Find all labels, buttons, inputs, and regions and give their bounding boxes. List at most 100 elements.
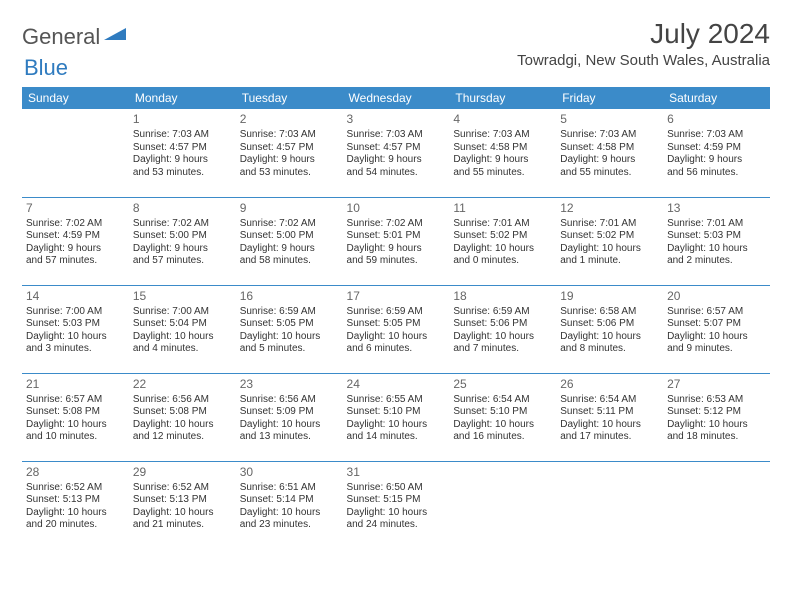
daylight-text: Daylight: 10 hours <box>240 419 339 432</box>
day-number: 11 <box>453 201 552 216</box>
sunrise-text: Sunrise: 6:59 AM <box>240 306 339 319</box>
sunrise-text: Sunrise: 7:03 AM <box>453 129 552 142</box>
calendar-day-cell: 12Sunrise: 7:01 AMSunset: 5:02 PMDayligh… <box>556 197 663 285</box>
weekday-header: Wednesday <box>343 87 450 109</box>
sunset-text: Sunset: 5:09 PM <box>240 406 339 419</box>
sunset-text: Sunset: 5:07 PM <box>667 318 766 331</box>
sunset-text: Sunset: 4:57 PM <box>133 142 232 155</box>
sunrise-text: Sunrise: 7:02 AM <box>26 218 125 231</box>
sunset-text: Sunset: 5:11 PM <box>560 406 659 419</box>
day-number: 24 <box>347 377 446 392</box>
calendar-table: SundayMondayTuesdayWednesdayThursdayFrid… <box>22 87 770 549</box>
day-number: 15 <box>133 289 232 304</box>
sunset-text: Sunset: 5:05 PM <box>347 318 446 331</box>
calendar-day-cell: 10Sunrise: 7:02 AMSunset: 5:01 PMDayligh… <box>343 197 450 285</box>
calendar-day-cell: 28Sunrise: 6:52 AMSunset: 5:13 PMDayligh… <box>22 461 129 549</box>
daylight-text: Daylight: 9 hours <box>26 243 125 256</box>
calendar-week-row: 21Sunrise: 6:57 AMSunset: 5:08 PMDayligh… <box>22 373 770 461</box>
daylight-text: and 4 minutes. <box>133 343 232 356</box>
calendar-day-cell: 21Sunrise: 6:57 AMSunset: 5:08 PMDayligh… <box>22 373 129 461</box>
daylight-text: Daylight: 10 hours <box>347 331 446 344</box>
sunrise-text: Sunrise: 7:02 AM <box>133 218 232 231</box>
calendar-day-cell: 18Sunrise: 6:59 AMSunset: 5:06 PMDayligh… <box>449 285 556 373</box>
sunset-text: Sunset: 5:02 PM <box>560 230 659 243</box>
daylight-text: Daylight: 10 hours <box>133 419 232 432</box>
calendar-day-cell: 25Sunrise: 6:54 AMSunset: 5:10 PMDayligh… <box>449 373 556 461</box>
daylight-text: Daylight: 10 hours <box>667 331 766 344</box>
daylight-text: Daylight: 10 hours <box>240 331 339 344</box>
day-number: 2 <box>240 112 339 127</box>
sunrise-text: Sunrise: 7:03 AM <box>133 129 232 142</box>
sunrise-text: Sunrise: 6:56 AM <box>240 394 339 407</box>
daylight-text: and 16 minutes. <box>453 431 552 444</box>
page-title: July 2024 <box>517 18 770 50</box>
calendar-day-cell: 11Sunrise: 7:01 AMSunset: 5:02 PMDayligh… <box>449 197 556 285</box>
daylight-text: and 57 minutes. <box>26 255 125 268</box>
day-number: 14 <box>26 289 125 304</box>
sunset-text: Sunset: 5:00 PM <box>133 230 232 243</box>
calendar-day-cell: 7 Sunrise: 7:02 AMSunset: 4:59 PMDaylight… <box>22 197 129 285</box>
sunrise-text: Sunrise: 7:00 AM <box>26 306 125 319</box>
daylight-text: Daylight: 9 hours <box>453 154 552 167</box>
calendar-day-cell: 27Sunrise: 6:53 AMSunset: 5:12 PMDayligh… <box>663 373 770 461</box>
sunrise-text: Sunrise: 7:03 AM <box>240 129 339 142</box>
daylight-text: Daylight: 9 hours <box>347 154 446 167</box>
sunset-text: Sunset: 5:13 PM <box>26 494 125 507</box>
sunset-text: Sunset: 4:59 PM <box>26 230 125 243</box>
daylight-text: Daylight: 10 hours <box>560 243 659 256</box>
daylight-text: and 58 minutes. <box>240 255 339 268</box>
calendar-day-cell <box>556 461 663 549</box>
daylight-text: Daylight: 9 hours <box>240 243 339 256</box>
calendar-day-cell: 13Sunrise: 7:01 AMSunset: 5:03 PMDayligh… <box>663 197 770 285</box>
day-number: 10 <box>347 201 446 216</box>
sunrise-text: Sunrise: 7:02 AM <box>347 218 446 231</box>
day-number: 25 <box>453 377 552 392</box>
sunrise-text: Sunrise: 6:55 AM <box>347 394 446 407</box>
day-number: 18 <box>453 289 552 304</box>
day-number: 23 <box>240 377 339 392</box>
daylight-text: and 1 minute. <box>560 255 659 268</box>
sunrise-text: Sunrise: 7:03 AM <box>560 129 659 142</box>
sunset-text: Sunset: 5:03 PM <box>26 318 125 331</box>
sunset-text: Sunset: 5:10 PM <box>347 406 446 419</box>
sunrise-text: Sunrise: 6:56 AM <box>133 394 232 407</box>
calendar-day-cell: 3Sunrise: 7:03 AMSunset: 4:57 PMDaylight… <box>343 109 450 197</box>
day-number: 7 <box>26 201 125 216</box>
sunset-text: Sunset: 5:05 PM <box>240 318 339 331</box>
daylight-text: Daylight: 9 hours <box>133 154 232 167</box>
sunset-text: Sunset: 5:06 PM <box>560 318 659 331</box>
calendar-day-cell: 1Sunrise: 7:03 AMSunset: 4:57 PMDaylight… <box>129 109 236 197</box>
sunset-text: Sunset: 5:03 PM <box>667 230 766 243</box>
sunrise-text: Sunrise: 6:52 AM <box>133 482 232 495</box>
daylight-text: Daylight: 10 hours <box>26 419 125 432</box>
daylight-text: and 14 minutes. <box>347 431 446 444</box>
calendar-day-cell: 19Sunrise: 6:58 AMSunset: 5:06 PMDayligh… <box>556 285 663 373</box>
calendar-day-cell: 15Sunrise: 7:00 AMSunset: 5:04 PMDayligh… <box>129 285 236 373</box>
sunset-text: Sunset: 4:57 PM <box>347 142 446 155</box>
daylight-text: Daylight: 10 hours <box>560 331 659 344</box>
daylight-text: and 18 minutes. <box>667 431 766 444</box>
sunset-text: Sunset: 5:15 PM <box>347 494 446 507</box>
daylight-text: Daylight: 10 hours <box>667 419 766 432</box>
sunset-text: Sunset: 5:01 PM <box>347 230 446 243</box>
calendar-week-row: 28Sunrise: 6:52 AMSunset: 5:13 PMDayligh… <box>22 461 770 549</box>
sunrise-text: Sunrise: 6:57 AM <box>667 306 766 319</box>
daylight-text: Daylight: 10 hours <box>133 331 232 344</box>
sunrise-text: Sunrise: 6:54 AM <box>560 394 659 407</box>
daylight-text: Daylight: 10 hours <box>133 507 232 520</box>
daylight-text: Daylight: 10 hours <box>240 507 339 520</box>
sunrise-text: Sunrise: 6:51 AM <box>240 482 339 495</box>
sunset-text: Sunset: 5:02 PM <box>453 230 552 243</box>
daylight-text: and 0 minutes. <box>453 255 552 268</box>
sunrise-text: Sunrise: 7:01 AM <box>453 218 552 231</box>
daylight-text: and 20 minutes. <box>26 519 125 532</box>
daylight-text: Daylight: 9 hours <box>667 154 766 167</box>
calendar-day-cell: 9Sunrise: 7:02 AMSunset: 5:00 PMDaylight… <box>236 197 343 285</box>
sunrise-text: Sunrise: 7:01 AM <box>667 218 766 231</box>
daylight-text: and 57 minutes. <box>133 255 232 268</box>
daylight-text: Daylight: 10 hours <box>347 419 446 432</box>
calendar-day-cell <box>663 461 770 549</box>
calendar-day-cell: 30Sunrise: 6:51 AMSunset: 5:14 PMDayligh… <box>236 461 343 549</box>
sunrise-text: Sunrise: 6:59 AM <box>347 306 446 319</box>
daylight-text: and 7 minutes. <box>453 343 552 356</box>
